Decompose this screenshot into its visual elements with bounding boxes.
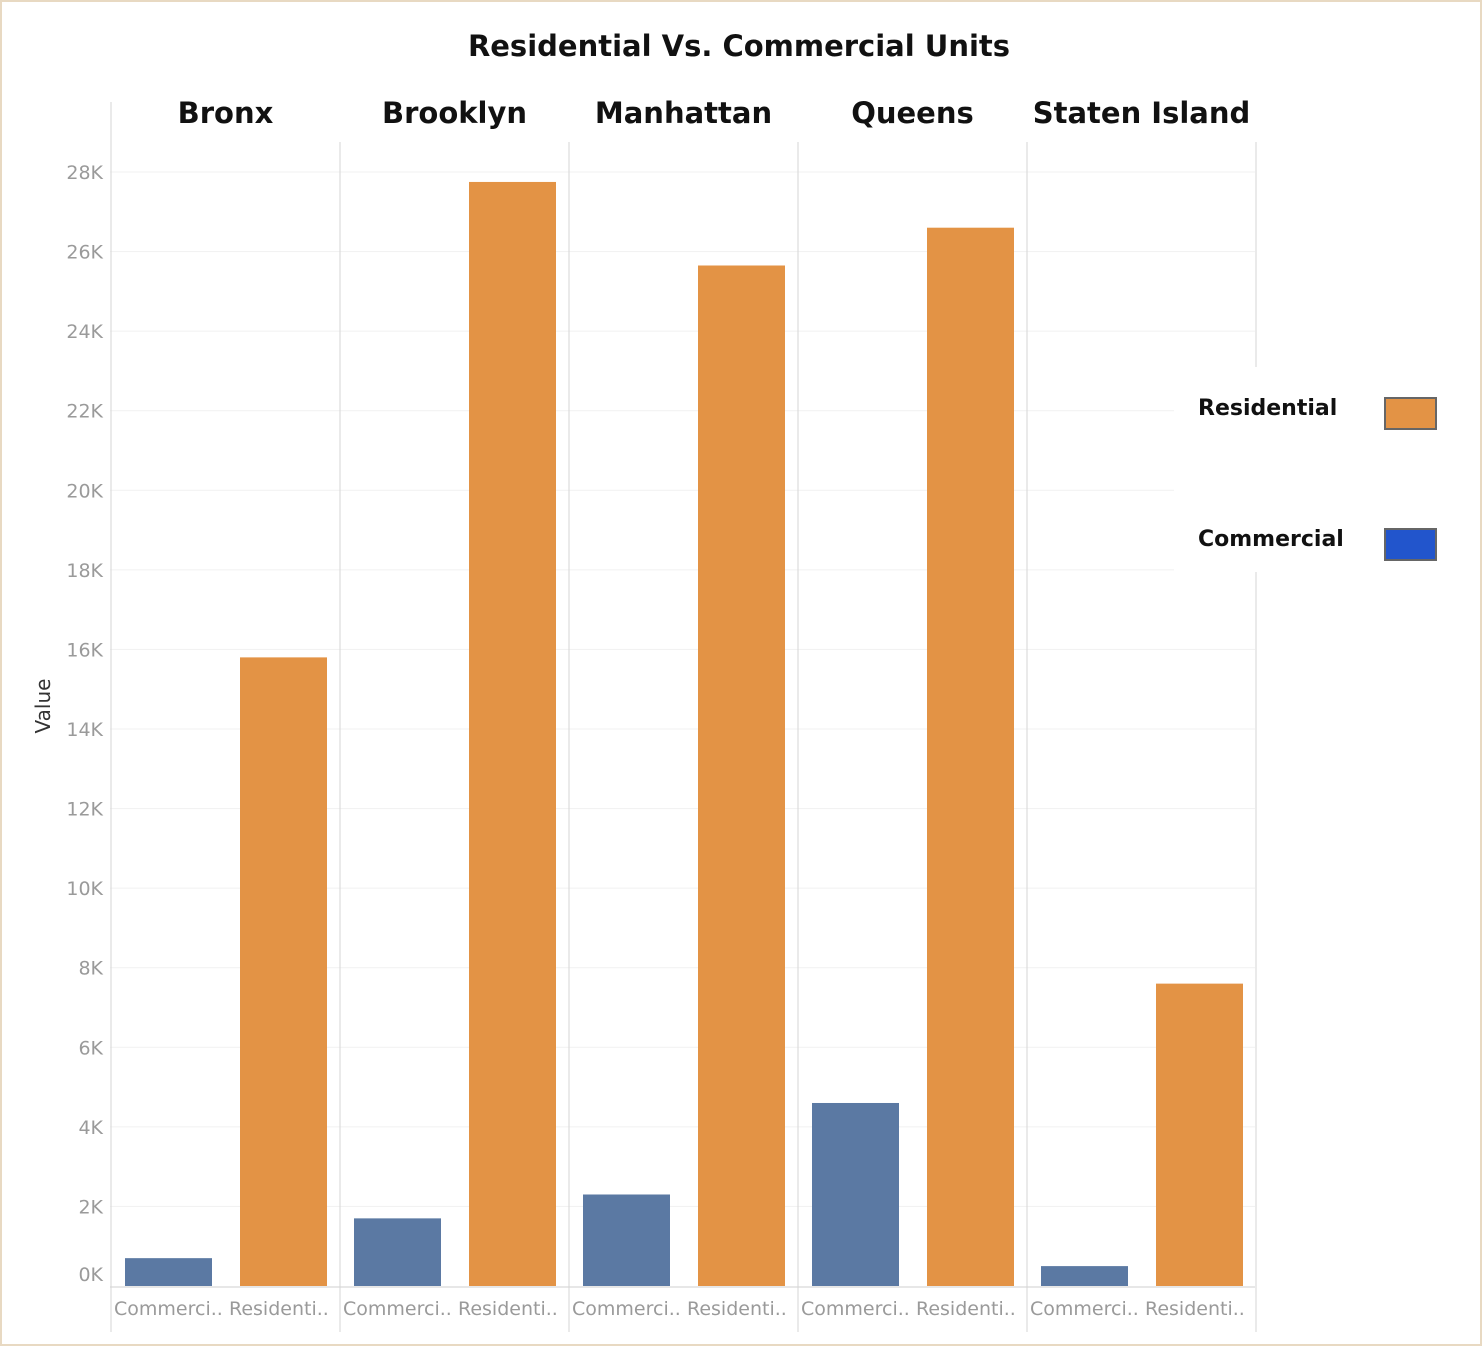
y-tick-label: 22K [66,401,103,423]
legend-label-residential: Residential [1198,396,1337,421]
y-tick-label: 28K [66,162,103,184]
x-category-label: Commerci.. [572,1298,681,1320]
y-tick-label: 8K [78,958,103,980]
bar-residential-queens [927,227,1014,1287]
panel-dividers [110,102,1257,1332]
y-tick-label: 4K [78,1117,103,1139]
y-tick-label: 6K [78,1037,103,1059]
y-tick-label: 14K [66,719,103,741]
x-category-label: Commerci.. [801,1298,910,1320]
y-axis-ticks: 0K 2K 4K 6K 8K 10K 12K 14K 16K 18K 20K 22K 24K 26K 28K [66,162,103,1286]
bar-commercial-bronx [125,1258,212,1286]
bar-residential-bronx [240,657,327,1286]
panel-header-bronx: Bronx [178,96,274,130]
bar-commercial-staten-island [1041,1266,1128,1286]
bar-residential-staten-island [1156,983,1243,1286]
legend-swatch-commercial [1384,528,1437,561]
y-tick-label: 12K [66,799,103,821]
y-tick-label: 0K [78,1264,103,1286]
y-tick-label: 24K [66,321,103,343]
bar-commercial-manhattan [583,1194,670,1286]
x-category-label: Residenti.. [458,1298,558,1320]
y-tick-label: 10K [66,878,103,900]
x-category-label: Residenti.. [1145,1298,1245,1320]
x-axis-categories: Commerci.. Residenti.. Commerci.. Residenti… [114,1298,1245,1320]
y-tick-label: 18K [66,560,103,582]
x-category-label: Residenti.. [916,1298,1016,1320]
bar-commercial-brooklyn [354,1218,441,1286]
panel-header-staten-island: Staten Island [1033,96,1251,130]
y-tick-label: 20K [66,480,103,502]
legend-label-commercial: Commercial [1198,527,1344,552]
panel-header-queens: Queens [851,96,974,130]
chart-title: Residential Vs. Commercial Units [468,29,1010,63]
y-axis-label: Value [31,679,55,734]
panel-header-manhattan: Manhattan [595,96,772,130]
y-tick-label: 2K [78,1196,103,1218]
bars [125,181,1243,1287]
bar-commercial-queens [812,1102,899,1286]
x-category-label: Residenti.. [229,1298,329,1320]
x-category-label: Commerci.. [343,1298,452,1320]
y-tick-label: 16K [66,639,103,661]
x-category-label: Residenti.. [687,1298,787,1320]
bar-residential-brooklyn [469,181,556,1287]
panel-headers: Bronx Brooklyn Manhattan Queens Staten Islan… [178,96,1251,130]
x-category-label: Commerci.. [1030,1298,1139,1320]
x-category-label: Commerci.. [114,1298,223,1320]
bar-residential-manhattan [698,265,785,1286]
y-tick-label: 26K [66,242,103,264]
legend: Residential Commercial [1174,367,1464,572]
panel-header-brooklyn: Brooklyn [382,96,527,130]
legend-swatch-residential [1384,397,1437,430]
